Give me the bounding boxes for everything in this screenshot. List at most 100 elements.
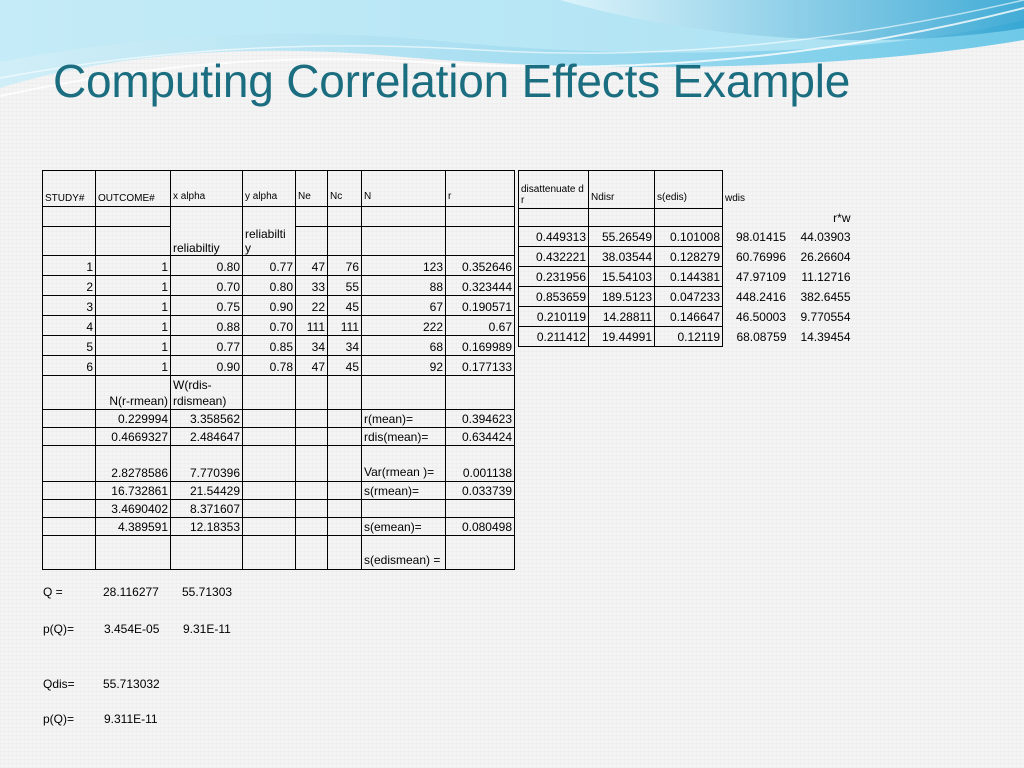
cell-study: 3 <box>42 294 96 316</box>
cell-n-r-rmean: 0.4669327 <box>95 426 171 446</box>
cell-w-rdis: 21.54429 <box>170 480 243 500</box>
table-row: 4.389591 12.18353 s(emean)= 0.080498 <box>42 516 515 536</box>
cell-r-times-w: 26.26604 <box>800 249 851 264</box>
cell-ndisr: 14.28811 <box>588 306 655 327</box>
cell-ne: 33 <box>295 274 328 296</box>
table-row: 3 1 0.75 0.90 22 45 67 0.190571 <box>42 294 515 316</box>
cell-r: 0.190571 <box>445 294 515 316</box>
cell-w-rdis: 2.484647 <box>170 426 243 446</box>
cell-outcome: 1 <box>95 314 171 336</box>
cell-n-r-rmean: 2.8278586 <box>95 444 171 482</box>
header-ne: Ne <box>295 170 328 207</box>
cell-disattenuated-r: 0.449313 <box>518 226 589 247</box>
stat-label: s(rmean)= <box>361 480 446 500</box>
header-x-alpha: x alpha <box>170 170 243 207</box>
subheader-x-reliability: reliabiltiy <box>170 226 243 256</box>
cell-study: 1 <box>42 254 96 276</box>
stat-label: r(mean)= <box>361 408 446 428</box>
cell-nc: 111 <box>327 314 362 336</box>
header-nc: Nc <box>327 170 362 207</box>
disattenuated-table: disattenuate d r Ndisr s(edis) wdis r*w … <box>518 170 853 347</box>
cell-n-r-rmean: 4.389591 <box>95 516 171 536</box>
cell-w-rdis: 7.770396 <box>170 444 243 482</box>
table-row: 1 1 0.80 0.77 47 76 123 0.352646 <box>42 254 515 276</box>
pq-label: p(Q)= <box>43 622 75 636</box>
cell-wdis: 448.2416 <box>735 289 786 304</box>
stat-value: 0.080498 <box>445 516 515 536</box>
table-row: s(edismean) = <box>42 534 515 570</box>
cell-r: 0.177133 <box>445 354 515 376</box>
header-n: N <box>361 170 446 207</box>
header-n-r-rmean: N(r-rmean) <box>95 374 171 410</box>
cell-r-times-w: 44.03903 <box>800 229 851 244</box>
stat-value: 0.001138 <box>445 444 515 482</box>
cell-wdis: 68.08759 <box>736 329 787 344</box>
cell-s-edis: 0.144381 <box>654 266 723 287</box>
table-subheader-row: reliabiltiy reliabilti y <box>42 226 515 256</box>
table-subheader-row: r*w <box>518 208 853 227</box>
q-value: 28.116277 <box>103 585 159 599</box>
table-row: 2 1 0.70 0.80 33 55 88 0.323444 <box>42 274 515 296</box>
cell-r-times-w: 14.39454 <box>800 329 851 344</box>
slide-title: Computing Correlation Effects Example <box>53 55 851 107</box>
cell-ndisr: 19.44991 <box>588 326 655 347</box>
cell-outcome: 1 <box>95 334 171 356</box>
cell-study: 6 <box>42 354 96 376</box>
cell-study: 2 <box>42 274 96 296</box>
cell-w-rdis: 12.18353 <box>170 516 243 536</box>
header-disattenuated-r: disattenuate d r <box>518 170 589 209</box>
cell-wdis: 47.97109 <box>735 269 786 284</box>
table-row: 0.210119 14.28811 0.146647 46.50003 9.77… <box>518 306 853 327</box>
qdis-value: 55.713032 <box>103 677 160 691</box>
table-row: 2.8278586 7.770396 Var(rmean )= 0.001138 <box>42 444 515 482</box>
header-r-times-w: r*w <box>833 210 851 225</box>
cell-disattenuated-r: 0.853659 <box>518 286 589 307</box>
table-row: 0.449313 55.26549 0.101008 98.01415 44.0… <box>518 226 853 247</box>
cell-w-rdis: 8.371607 <box>170 498 243 518</box>
cell-outcome: 1 <box>95 254 171 276</box>
cell-nc: 55 <box>327 274 362 296</box>
cell-ne: 22 <box>295 294 328 316</box>
table-row: 16.732861 21.54429 s(rmean)= 0.033739 <box>42 480 515 500</box>
cell-n: 222 <box>361 314 446 336</box>
cell-r: 0.352646 <box>445 254 515 276</box>
cell-r-times-w: 9.770554 <box>800 309 851 324</box>
cell-n: 92 <box>361 354 446 376</box>
cell-y-alpha: 0.77 <box>242 254 296 276</box>
cell-r: 0.323444 <box>445 274 515 296</box>
header-wave-decoration <box>0 0 1024 97</box>
header-wdis: wdis <box>725 192 746 204</box>
stat-value: 0.394623 <box>445 408 515 428</box>
table-row: 4 1 0.88 0.70 111 111 222 0.67 <box>42 314 515 336</box>
stat-value: 0.634424 <box>445 426 515 446</box>
table-row: 0.432221 38.03544 0.128279 60.76996 26.2… <box>518 246 853 267</box>
cell-x-alpha: 0.80 <box>170 254 243 276</box>
cell-y-alpha: 0.80 <box>242 274 296 296</box>
stat-label: s(edismean) = <box>361 534 446 570</box>
stat-value: 0.033739 <box>445 480 515 500</box>
table-header-row: STUDY# OUTCOME# x alpha y alpha Ne Nc N … <box>42 170 515 207</box>
cell-s-edis: 0.12119 <box>654 326 723 347</box>
cell-y-alpha: 0.90 <box>242 294 296 316</box>
cell-wdis: 98.01415 <box>735 229 786 244</box>
table-row: 0.229994 3.358562 r(mean)= 0.394623 <box>42 408 515 428</box>
cell-outcome: 1 <box>95 274 171 296</box>
cell-r-times-w: 382.6455 <box>800 289 851 304</box>
cell-s-edis: 0.128279 <box>654 246 723 267</box>
cell-x-alpha: 0.75 <box>170 294 243 316</box>
cell-y-alpha: 0.85 <box>242 334 296 356</box>
cell-n: 123 <box>361 254 446 276</box>
stat-label: s(emean)= <box>361 516 446 536</box>
cell-nc: 45 <box>327 354 362 376</box>
cell-s-edis: 0.146647 <box>654 306 723 327</box>
cell-ne: 47 <box>295 354 328 376</box>
cell-disattenuated-r: 0.210119 <box>518 306 589 327</box>
cell-ndisr: 189.5123 <box>588 286 655 307</box>
cell-r: 0.169989 <box>445 334 515 356</box>
cell-x-alpha: 0.88 <box>170 314 243 336</box>
header-outcome: OUTCOME# <box>95 170 171 207</box>
subheader-y-reliability: reliabilti y <box>242 226 296 256</box>
header-s-edis: s(edis) <box>654 170 723 209</box>
pq-value: 3.454E-05 <box>104 622 160 636</box>
cell-ndisr: 55.26549 <box>588 226 655 247</box>
